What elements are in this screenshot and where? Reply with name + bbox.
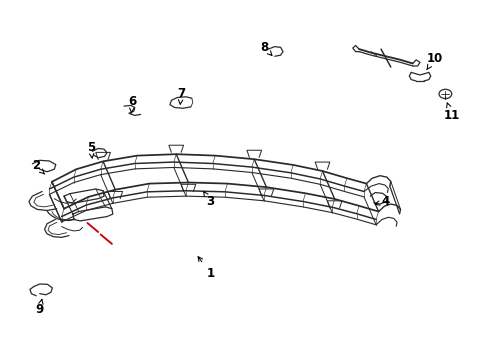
- Text: 9: 9: [36, 299, 44, 316]
- Text: 5: 5: [86, 141, 95, 158]
- Text: 6: 6: [128, 95, 136, 113]
- Text: 11: 11: [443, 103, 459, 122]
- Text: 1: 1: [198, 257, 214, 280]
- Text: 7: 7: [177, 87, 185, 104]
- Text: 3: 3: [203, 192, 214, 208]
- Text: 4: 4: [374, 195, 389, 208]
- Text: 8: 8: [259, 41, 271, 55]
- Text: 2: 2: [32, 159, 44, 174]
- Text: 10: 10: [426, 51, 442, 70]
